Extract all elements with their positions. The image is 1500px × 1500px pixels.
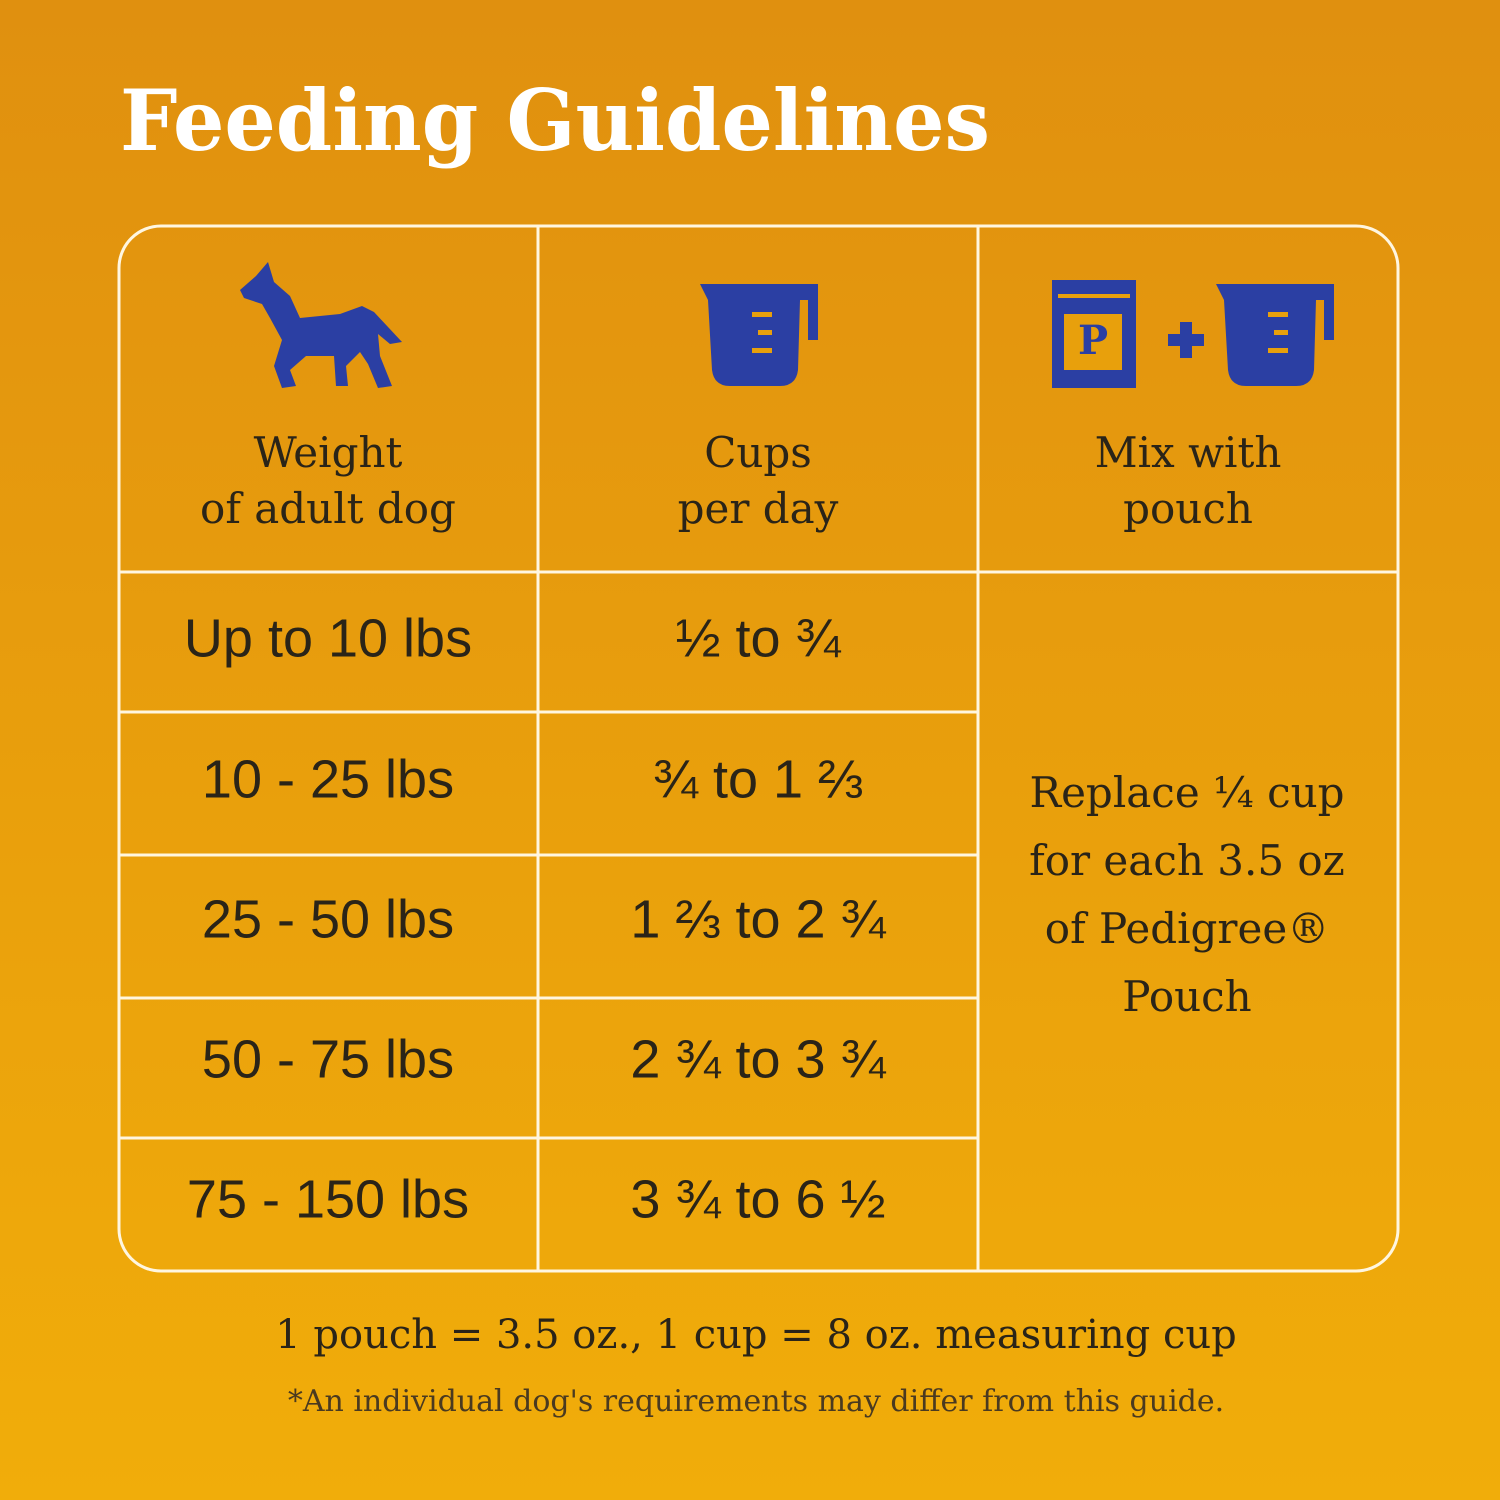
header-text: per day [678,484,839,533]
pouch-icon: P [1052,280,1136,388]
cup-icon [1216,284,1334,386]
header-text: Cups [704,428,812,477]
header-text: Mix with [1095,428,1282,477]
table-border [117,224,1400,1273]
mix-note: Replace ¼ cup [1029,768,1344,817]
measure-note: 1 pouch = 3.5 oz., 1 cup = 8 oz. measuri… [275,1312,1236,1358]
weight-cell: 10 - 25 lbs [202,749,454,809]
header-text: pouch [1123,484,1253,533]
header-text: of adult dog [200,484,456,533]
cups-cell: 1 ⅔ to 2 ¾ [630,889,886,949]
cup-icon [700,284,818,386]
header-text: Weight [254,428,403,477]
cups-cell: 3 ¾ to 6 ½ [630,1169,885,1229]
title: Feeding Guidelines [120,71,990,170]
weight-cell: 75 - 150 lbs [187,1169,469,1229]
weight-cell: 50 - 75 lbs [202,1029,454,1089]
cups-cell: 2 ¾ to 3 ¾ [630,1029,886,1089]
cups-cell: ½ to ¾ [675,608,841,668]
pouch-letter: P [1078,317,1108,364]
table-content: Weight of adult dog Cups per day Mix with pou… [184,428,1345,1229]
cups-cell: ¾ to 1 ⅔ [653,749,863,809]
mix-note: of Pedigree® [1045,904,1329,953]
mix-note: for each 3.5 oz [1029,836,1345,885]
mix-note: Pouch [1122,972,1251,1021]
dog-icon [240,262,402,388]
table-frame [117,224,1400,1273]
disclaimer: *An individual dog's requirements may di… [288,1384,1224,1419]
weight-cell: 25 - 50 lbs [202,889,454,949]
plus-icon [1168,322,1204,358]
weight-cell: Up to 10 lbs [184,608,472,668]
